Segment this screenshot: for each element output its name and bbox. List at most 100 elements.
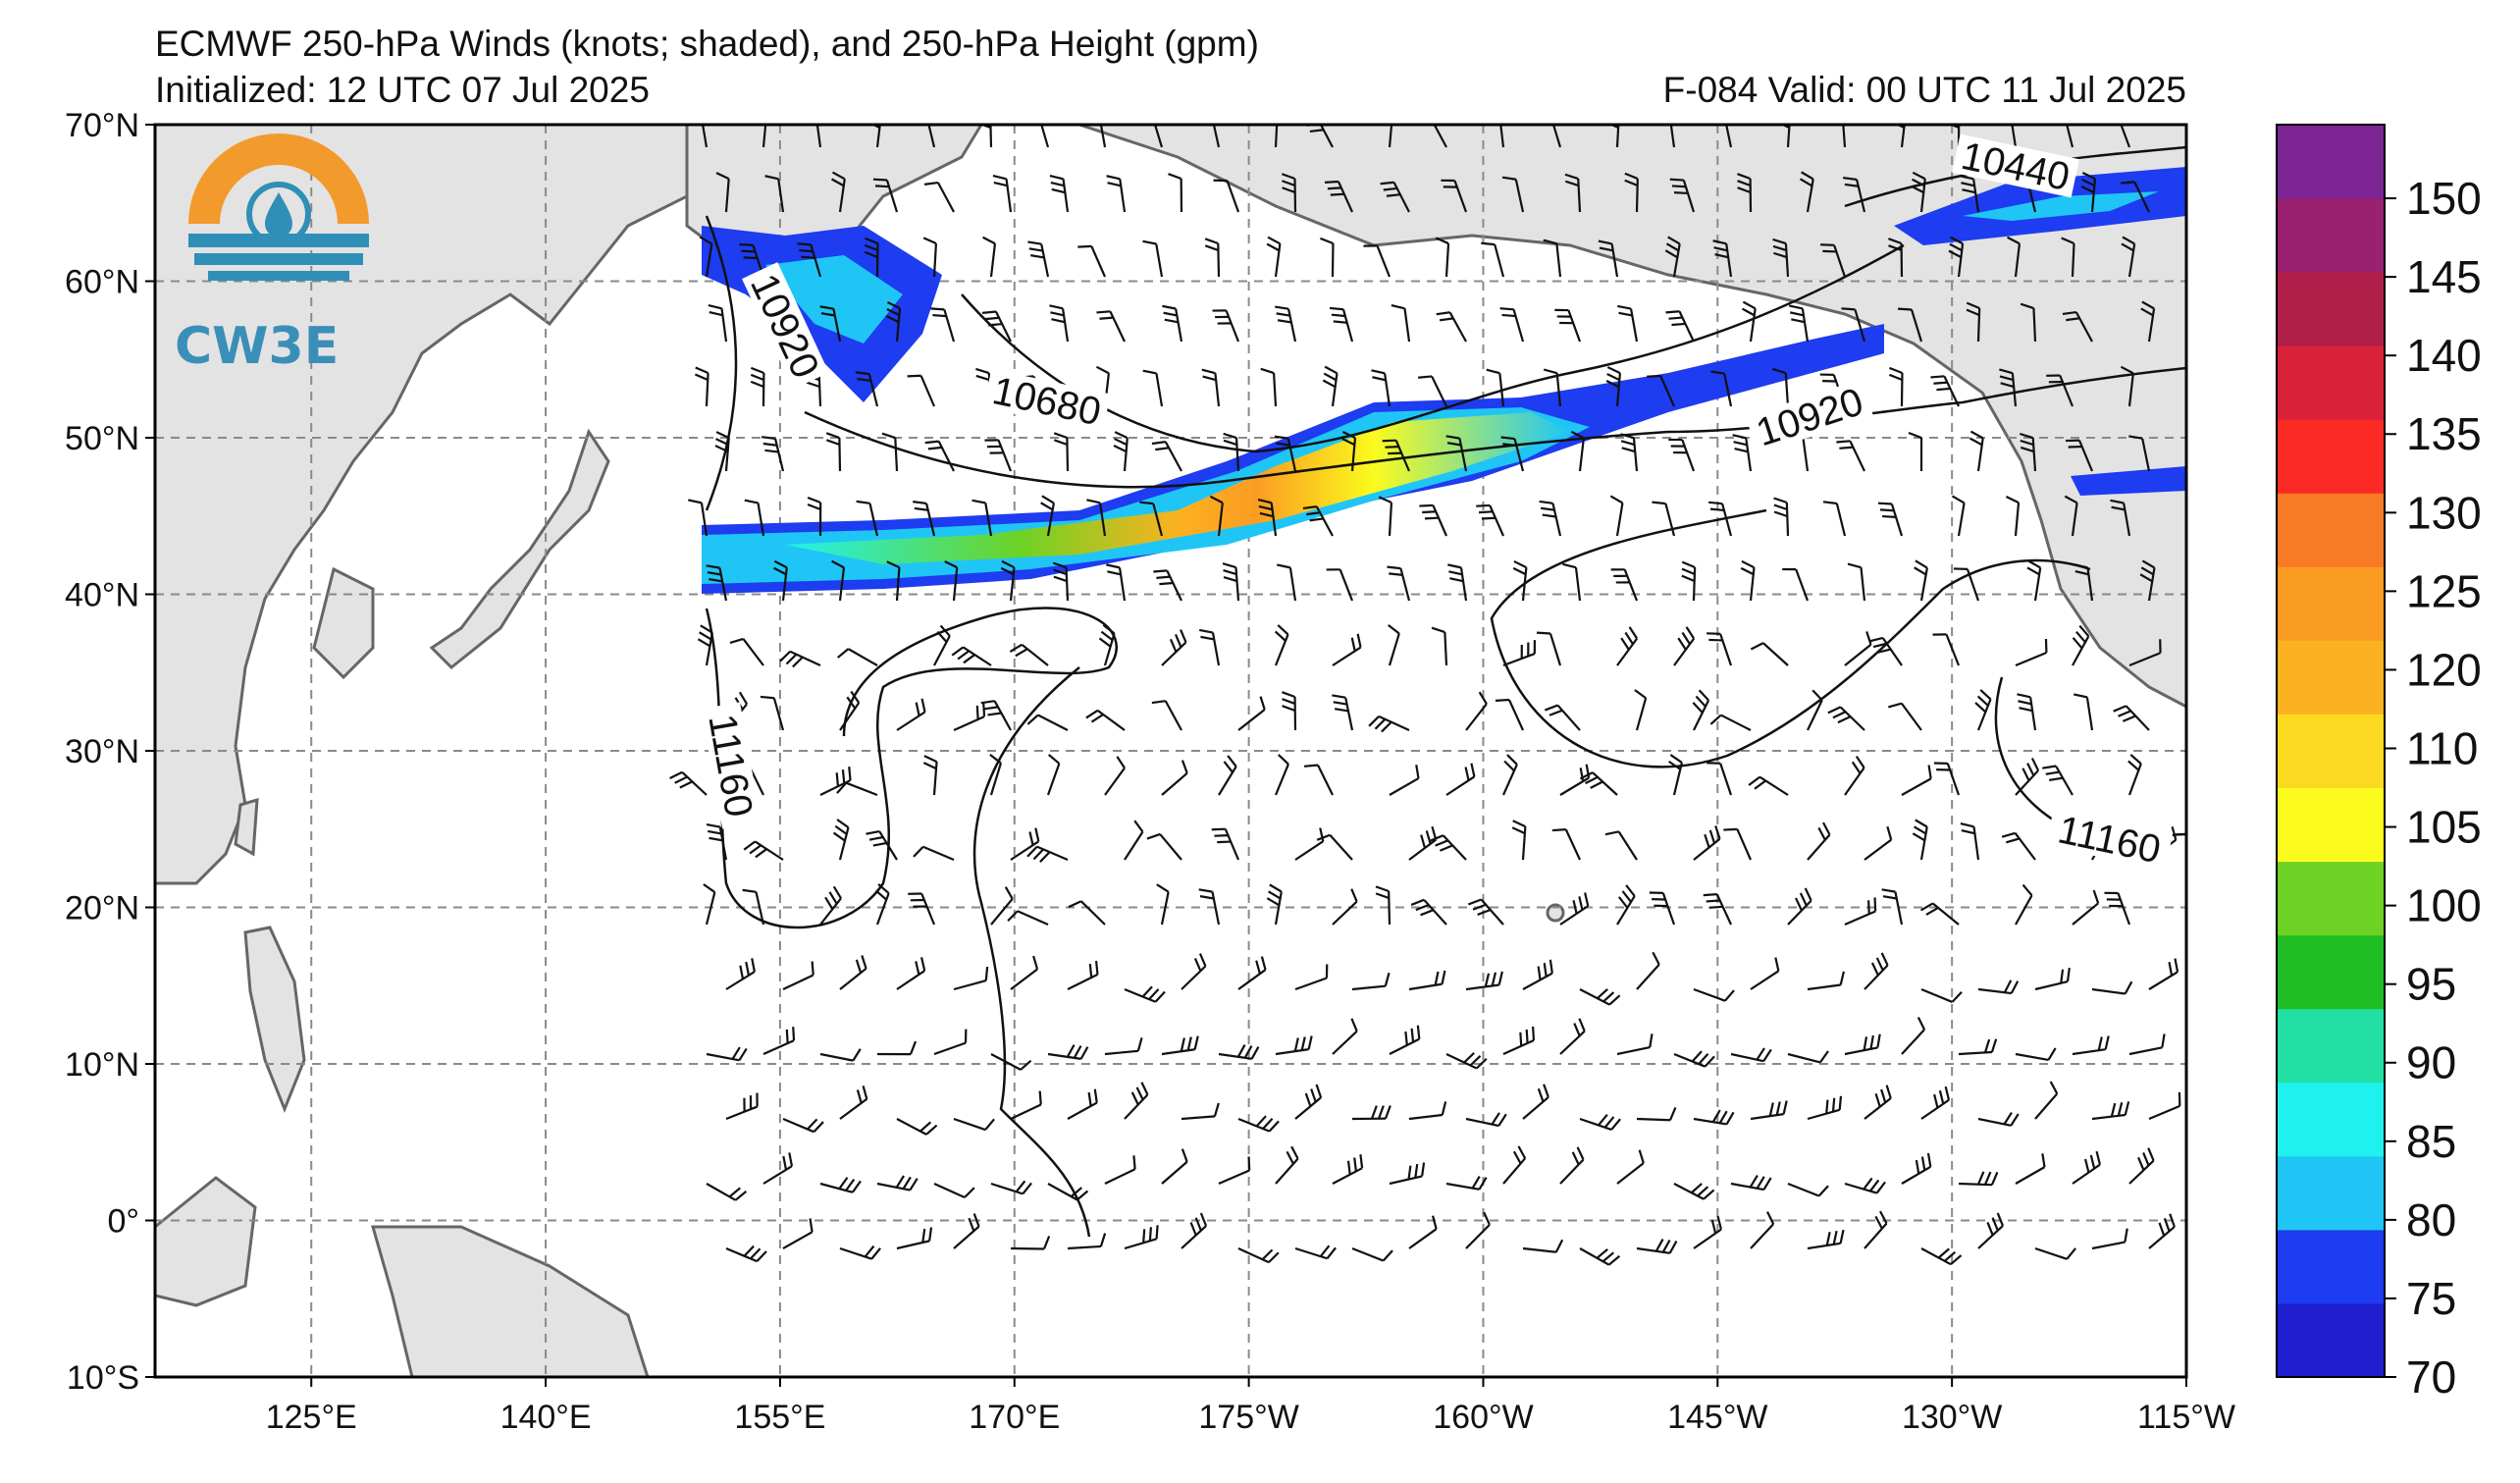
wind-barb-staff [839,702,861,731]
wind-barb-flag [750,366,764,375]
wind-barb-flag [2128,435,2143,440]
wind-barb-flag [1671,322,1686,327]
wind-barb-flag [742,888,757,893]
wind-barb-flag [1303,764,1319,768]
jet-kamchatka-core [765,255,903,344]
wind-barb-flag [989,754,1002,765]
wind-barb-flag [1608,994,1621,1006]
wind-barb-staff [1408,982,1443,991]
wind-barb-flag [1384,1105,1391,1120]
contour-label-bg [983,368,1111,433]
wind-barb-flag [1255,1115,1267,1128]
wind-barb-staff [1693,837,1721,861]
wind-barb-staff [2128,1159,2155,1185]
wind-barb-flag [1822,249,1837,253]
wind-barb-flag [2003,980,2013,993]
wind-barb-flag [1979,689,1992,701]
wind-barb-staff [1807,833,1831,861]
wind-barb-flag [709,310,723,317]
colorbar-label: 85 [2406,1116,2456,1167]
wind-barb-flag [1772,238,1787,245]
wind-barb-flag [1706,632,1721,635]
wind-barb-flag [1130,1091,1139,1106]
wind-barb-flag [1151,700,1166,705]
wind-barb-staff [1567,309,1582,343]
wind-barb-staff [742,638,764,666]
wind-barb-staff [953,1117,986,1132]
wind-barb-flag [1976,695,1989,707]
wind-barb-staff [2011,125,2018,148]
wind-barb-flag [1938,1089,1945,1104]
wind-barb-staff [1943,375,1960,407]
wind-barb-staff [875,125,881,148]
wind-barb-flag [703,883,716,893]
wind-barb-flag [1382,439,1396,443]
wind-barb-flag [1960,175,1974,181]
wind-barb-staff [1392,182,1410,213]
wind-barb-flag [1359,1154,1364,1169]
wind-barb-flag [1692,702,1704,714]
wind-barb-flag [1223,576,1237,583]
wind-barb-flag [2061,237,2074,245]
wind-barb-flag [1948,249,1962,259]
wind-barb-flag [741,249,756,253]
colorbar-label: 145 [2406,251,2482,302]
wind-barb-flag [2140,566,2154,576]
wind-barb-flag [1913,825,1927,835]
wind-barb-flag [1543,368,1557,375]
colorbar-label: 110 [2406,722,2478,773]
wind-barb-flag [1697,1186,1709,1197]
wind-barb-staff [1079,900,1106,926]
wind-barb-staff [1061,308,1070,343]
wind-barb-staff [1294,1096,1322,1120]
wind-barb-staff [1615,503,1624,537]
wind-barb-staff [2071,242,2075,278]
wind-barb-flag [2095,1150,2102,1165]
wind-barb-flag [1332,694,1346,699]
wind-barb-staff [1046,503,1055,537]
wind-barb-staff [1294,840,1324,861]
wind-barb-flag [1372,376,1387,382]
wind-barb-staff [919,375,936,407]
wind-barb-flag [1049,304,1064,310]
wind-barb-staff [1673,1052,1706,1068]
wind-barb-flag [1999,368,2014,375]
wind-barb-staff [819,897,842,926]
wind-barb-flag [870,1247,881,1260]
wind-barb-staff [1678,310,1695,343]
wind-barb-flag [1799,178,1813,187]
wind-barb-staff [1807,983,1841,991]
wind-barb-flag [1486,368,1500,375]
lon-tick-label: 130°W [1902,1399,2002,1436]
wind-barb-flag [1882,895,1897,900]
wind-barb-staff [2014,243,2021,278]
wind-barb-flag [1407,1165,1412,1180]
wind-barb-flag [832,831,846,842]
wind-barb-flag [1159,581,1174,586]
wind-barb-staff [724,438,730,472]
wind-barb-flag [699,236,712,245]
wind-barb-staff [1976,698,1992,731]
wind-barb-flag [1602,991,1615,1003]
wind-barb-flag [1879,508,1895,512]
wind-barb-flag [1927,765,1932,779]
wind-barb-flag [831,171,846,181]
wind-barb-flag [1353,1157,1357,1172]
wind-barb-staff [1957,503,1966,537]
wind-barb-flag [819,305,834,310]
wind-barb-flag [1880,952,1889,967]
wind-barb-flag [2111,505,2126,511]
wind-barb-flag [743,1245,755,1257]
wind-barb-flag [1606,108,1619,114]
wind-barb-flag [1571,1151,1580,1165]
wind-barb-flag [1961,182,1975,187]
wind-barb-flag [1865,631,1872,646]
wind-barb-flag [761,436,776,441]
wind-barb-flag [2110,1102,2117,1117]
wind-barb-flag [750,373,764,382]
wind-barb-flag [1750,642,1764,651]
wind-barb-staff [1693,1228,1722,1249]
wind-barb-staff [1559,776,1590,796]
wind-barb-staff [2074,311,2093,343]
wind-barb-flag [886,307,900,317]
